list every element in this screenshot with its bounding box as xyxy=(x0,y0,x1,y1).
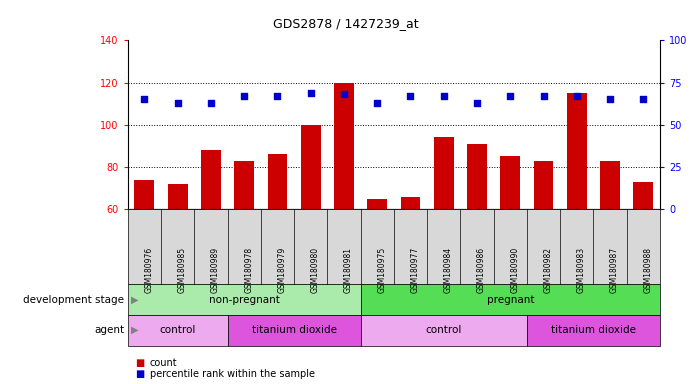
Text: GSM180987: GSM180987 xyxy=(610,247,619,293)
Point xyxy=(372,100,383,106)
Bar xyxy=(301,125,321,209)
Bar xyxy=(467,144,487,209)
Bar xyxy=(500,157,520,209)
Text: count: count xyxy=(150,358,178,368)
Text: titanium dioxide: titanium dioxide xyxy=(252,325,337,335)
Text: GSM180984: GSM180984 xyxy=(444,247,453,293)
Bar xyxy=(367,199,387,209)
Text: ▶: ▶ xyxy=(131,325,139,335)
Point xyxy=(438,93,449,99)
Text: ■: ■ xyxy=(135,358,144,368)
Bar xyxy=(168,184,188,209)
Bar xyxy=(401,197,420,209)
Text: GSM180982: GSM180982 xyxy=(544,247,553,293)
Bar xyxy=(267,154,287,209)
Point xyxy=(305,89,316,96)
Text: GSM180978: GSM180978 xyxy=(244,247,253,293)
Text: agent: agent xyxy=(94,325,124,335)
Text: development stage: development stage xyxy=(23,295,124,305)
Text: percentile rank within the sample: percentile rank within the sample xyxy=(150,369,315,379)
Text: ■: ■ xyxy=(135,369,144,379)
Text: GSM180976: GSM180976 xyxy=(144,247,153,293)
Point xyxy=(571,93,583,99)
Text: GSM180980: GSM180980 xyxy=(311,247,320,293)
Bar xyxy=(600,161,620,209)
Text: GSM180979: GSM180979 xyxy=(278,247,287,293)
Point xyxy=(272,93,283,99)
Text: non-pregnant: non-pregnant xyxy=(209,295,280,305)
Point xyxy=(205,100,216,106)
Bar xyxy=(567,93,587,209)
Bar xyxy=(234,161,254,209)
Text: GSM180975: GSM180975 xyxy=(377,247,386,293)
Point xyxy=(538,93,549,99)
Text: GSM180986: GSM180986 xyxy=(477,247,486,293)
Text: GSM180988: GSM180988 xyxy=(643,247,652,293)
Text: ▶: ▶ xyxy=(131,295,139,305)
Point xyxy=(471,100,482,106)
Bar xyxy=(434,137,454,209)
Text: titanium dioxide: titanium dioxide xyxy=(551,325,636,335)
Bar xyxy=(201,150,221,209)
Text: GSM180989: GSM180989 xyxy=(211,247,220,293)
Point xyxy=(405,93,416,99)
Bar xyxy=(135,180,154,209)
Text: control: control xyxy=(426,325,462,335)
Text: control: control xyxy=(160,325,196,335)
Text: GSM180990: GSM180990 xyxy=(510,247,519,293)
Bar xyxy=(533,161,553,209)
Point xyxy=(172,100,183,106)
Point xyxy=(638,96,649,103)
Text: GSM180983: GSM180983 xyxy=(577,247,586,293)
Text: GSM180981: GSM180981 xyxy=(344,247,353,293)
Text: pregnant: pregnant xyxy=(486,295,534,305)
Text: GSM180985: GSM180985 xyxy=(178,247,187,293)
Text: GSM180977: GSM180977 xyxy=(410,247,419,293)
Bar xyxy=(633,182,653,209)
Point xyxy=(504,93,515,99)
Bar xyxy=(334,83,354,209)
Point xyxy=(238,93,249,99)
Point xyxy=(139,96,150,103)
Point xyxy=(339,91,350,98)
Text: GDS2878 / 1427239_at: GDS2878 / 1427239_at xyxy=(273,17,418,30)
Point xyxy=(605,96,616,103)
